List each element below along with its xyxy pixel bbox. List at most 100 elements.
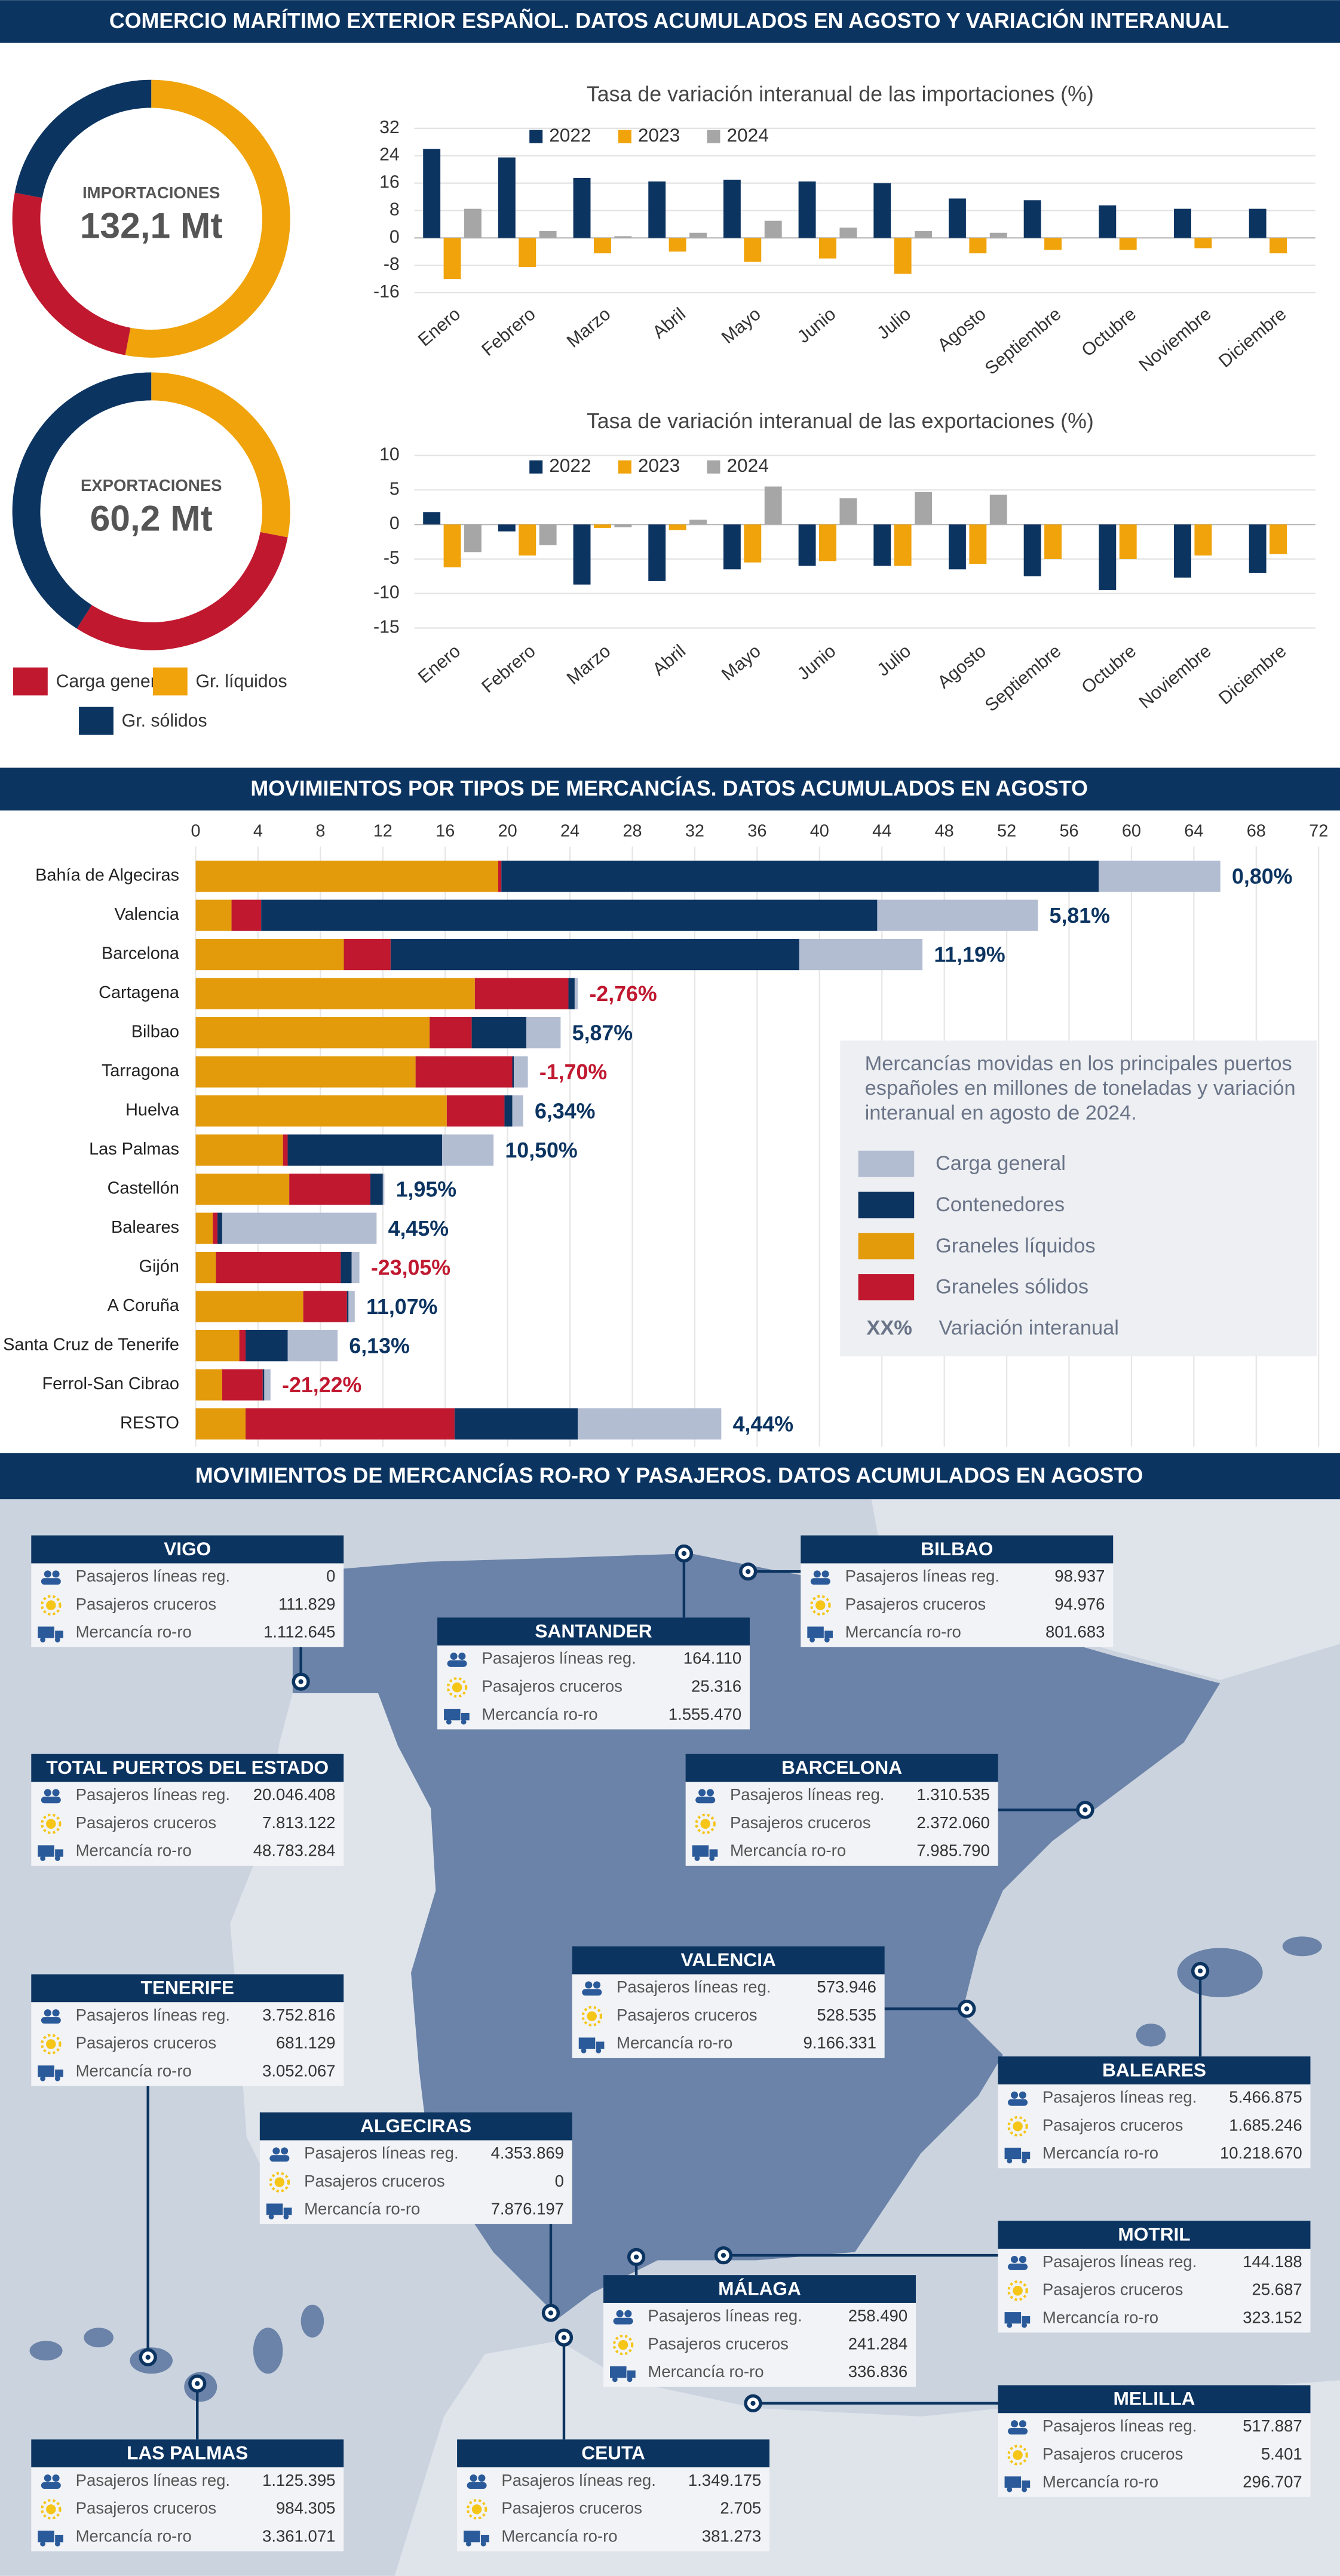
bar [989,495,1007,525]
x-tick-label: Julio [873,641,915,680]
y-tick-label: -8 [384,254,400,274]
x-tick-label: 60 [1122,821,1141,840]
icon-truck [55,2535,63,2543]
icon-sun [1013,2121,1023,2132]
legend-label: 2022 [549,455,591,476]
y-tick-label: Tarragona [102,1061,180,1080]
icon-truck [54,2075,60,2081]
row-value: 2.372.060 [916,1813,989,1832]
x-tick-label: 32 [685,821,704,840]
variation-label: 5,87% [572,1021,633,1045]
header-bar [0,767,1340,811]
section-title: COMERCIO MARÍTIMO EXTERIOR ESPAÑOL. DATO… [109,9,1229,33]
row-value: 1.349.175 [688,2471,761,2489]
legend-label: Graneles líquidos [936,1235,1096,1257]
bar-segment [195,1134,283,1166]
donut-total: 60,2 Mt [90,498,213,539]
bar-segment [261,899,878,931]
bar-segment [195,1251,216,1284]
icon-truck [283,2214,289,2219]
island [1282,1936,1322,1957]
icon-passenger [44,2009,51,2017]
bar [1023,524,1041,576]
legend-note: Mercancías movidas en los principales pu… [864,1052,1296,1125]
row-label: Pasajeros líneas reg. [617,1978,771,1996]
variation-label: -2,76% [589,982,657,1006]
legend-label: Gr. sólidos [122,711,207,730]
row-label: Mercancía ro-ro [845,1623,961,1641]
port-name: BARCELONA [781,1757,902,1778]
icon-passenger [585,1981,593,1989]
x-tick-label: 12 [373,821,393,840]
bar-segment [289,1173,370,1205]
row-value: 5.466.875 [1229,2088,1302,2107]
icon-passenger [624,2310,632,2317]
bar-segment [454,1408,578,1440]
row-label: Mercancía ro-ro [76,2526,192,2545]
bar-segment [287,1134,442,1166]
row-value: 7.813.122 [262,1813,335,1832]
icon-sun [695,1813,716,1834]
bar [969,524,987,564]
icon-passenger [41,2017,61,2024]
icon-truck [266,2203,283,2215]
x-tick-label: Agosto [934,304,989,355]
icon-truck [38,2065,54,2077]
bar-segment [195,1017,430,1049]
icon-passenger [52,1789,60,1797]
row-value: 0 [555,2172,564,2190]
icon-truck [464,2531,480,2543]
bar [593,524,611,528]
variation-label: -23,05% [371,1255,450,1279]
y-tick-label: -5 [384,548,400,568]
y-tick-label: Huelva [125,1101,180,1120]
bar-segment [498,860,502,892]
y-tick-label: 5 [390,479,400,499]
bar-segment [351,1251,360,1284]
variation-label: 11,19% [934,942,1005,966]
port-body [31,1782,344,1866]
icon-passenger [1019,2255,1026,2264]
icon-truck [627,2370,636,2378]
row-label: Pasajeros líneas reg. [1042,2088,1197,2107]
icon-truck [283,2207,292,2215]
bar [948,198,966,238]
icon-truck [1022,2316,1031,2324]
bar [443,524,461,567]
y-tick-label: 0 [390,514,400,533]
row-value: 48.783.284 [253,1841,336,1860]
icon-truck [1007,2486,1013,2492]
row-label: Mercancía ro-ro [617,2034,732,2052]
bar-segment [195,1095,447,1127]
port-body [437,1645,750,1730]
bar-segment [264,1369,271,1401]
row-value: 528.535 [817,2006,876,2024]
row-label: Pasajeros cruceros [1042,2280,1183,2299]
x-tick-label: Julio [873,304,915,343]
bar-segment [283,1134,288,1166]
icon-truck [1022,2158,1027,2164]
port-pin-dot [1083,1807,1088,1813]
port-body [31,2467,344,2552]
x-tick-label: Noviembre [1136,304,1215,375]
icon-truck [268,2214,274,2219]
bar [894,524,912,566]
port-pin-dot [561,2335,567,2340]
icon-passenger [1011,2420,1019,2428]
bar [1174,524,1191,578]
icon-truck [612,2377,618,2382]
x-tick-label: 44 [872,821,891,840]
bar [519,524,536,556]
bar [573,524,591,585]
icon-sun [46,1600,56,1610]
icon-passenger [1011,2091,1019,2099]
port-body [998,2249,1311,2333]
icon-passenger [1011,2255,1019,2264]
variation-label: 5,81% [1050,904,1110,928]
icon-sun [587,2011,597,2021]
port-name: ALGECIRAS [360,2115,471,2136]
bar [498,524,516,532]
port-header [437,1617,750,1646]
icon-truck [461,1712,470,1721]
x-tick-label: Abril [649,304,689,342]
